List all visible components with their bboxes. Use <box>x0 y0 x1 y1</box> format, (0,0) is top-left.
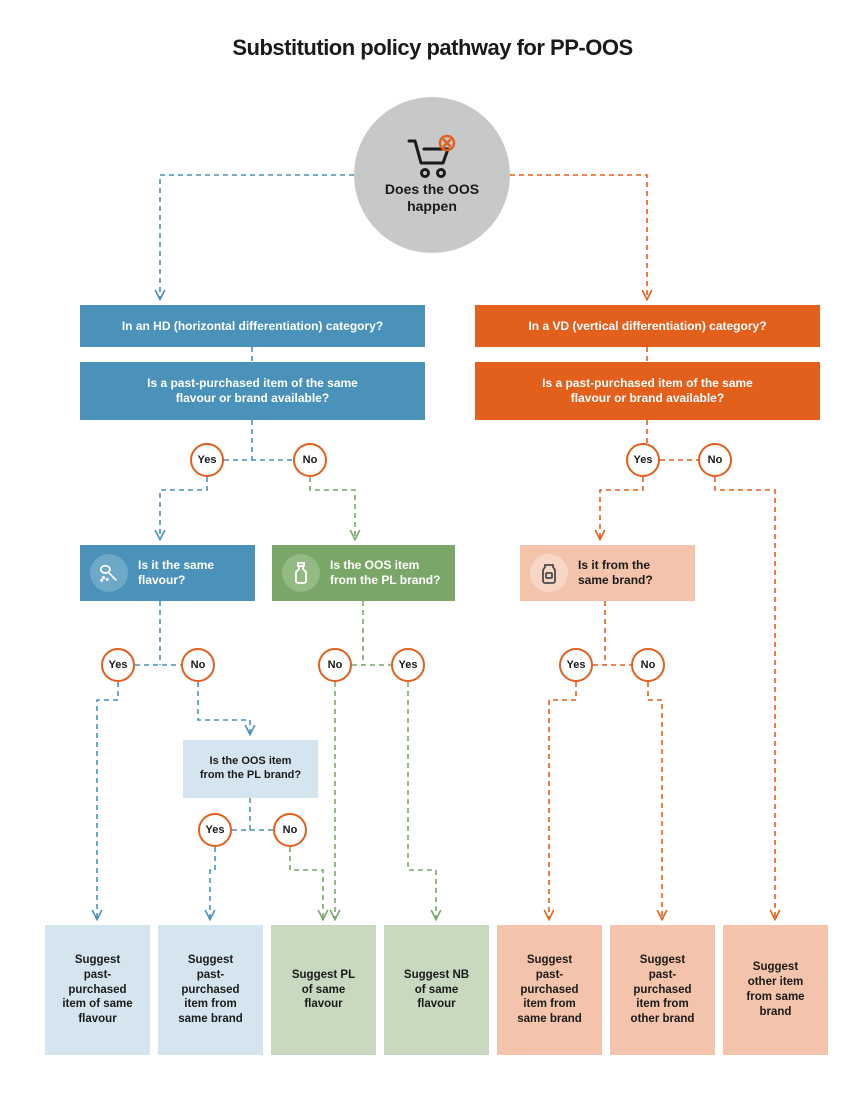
connector-19 <box>290 847 323 918</box>
badge-b_sb_no: No <box>631 648 665 682</box>
iconbox-samebrand: Is it from thesame brand? <box>520 545 695 601</box>
leaf-l6: Suggestpast-purchaseditem fromother bran… <box>610 925 715 1055</box>
leaf-l4: Suggest NBof sameflavour <box>384 925 489 1055</box>
box-hd_q: Is a past-purchased item of the sameflav… <box>80 362 425 420</box>
connector-6 <box>160 477 207 538</box>
jar-icon <box>530 554 568 592</box>
cart-x-icon <box>405 135 459 181</box>
badge-b_hd_yes: Yes <box>190 443 224 477</box>
connector-18 <box>210 847 215 918</box>
start-label: Does the OOShappen <box>385 181 479 215</box>
box-vd_q: Is a past-purchased item of the sameflav… <box>475 362 820 420</box>
leaf-l7: Suggestother itemfrom samebrand <box>723 925 828 1055</box>
badge-b_sm_no: No <box>273 813 307 847</box>
start-node: Does the OOShappen <box>354 97 510 253</box>
badge-b_sb_yes: Yes <box>559 648 593 682</box>
page-title: Substitution policy pathway for PP-OOS <box>0 35 865 61</box>
connector-11 <box>715 477 775 918</box>
badge-b_vd_yes: Yes <box>626 443 660 477</box>
badge-b_sm_yes: Yes <box>198 813 232 847</box>
leaf-l3: Suggest PLof sameflavour <box>271 925 376 1055</box>
iconbox-plbrand: Is the OOS itemfrom the PL brand? <box>272 545 455 601</box>
connector-0 <box>160 175 354 298</box>
leaf-l2: Suggestpast-purchaseditem fromsame brand <box>158 925 263 1055</box>
badge-b_vd_no: No <box>698 443 732 477</box>
badge-b_fl_yes: Yes <box>101 648 135 682</box>
connector-7 <box>310 477 355 538</box>
iconbox-flavour-label: Is it the sameflavour? <box>138 558 214 588</box>
connector-15 <box>198 682 250 733</box>
box-hd: In an HD (horizontal differentiation) ca… <box>80 305 425 347</box>
bottle-icon <box>282 554 320 592</box>
badge-b_pl_no: No <box>318 648 352 682</box>
spoon-icon <box>90 554 128 592</box>
leaf-l5: Suggestpast-purchaseditem fromsame brand <box>497 925 602 1055</box>
connector-26 <box>549 682 576 918</box>
badge-b_fl_no: No <box>181 648 215 682</box>
iconbox-samebrand-label: Is it from thesame brand? <box>578 558 653 588</box>
badge-b_pl_yes: Yes <box>391 648 425 682</box>
box-vd: In a VD (vertical differentiation) categ… <box>475 305 820 347</box>
connector-14 <box>97 682 118 918</box>
box-pl_small: Is the OOS itemfrom the PL brand? <box>183 740 318 798</box>
connector-27 <box>648 682 662 918</box>
connector-23 <box>408 682 436 918</box>
badge-b_hd_no: No <box>293 443 327 477</box>
leaf-l1: Suggestpast-purchaseditem of sameflavour <box>45 925 150 1055</box>
connector-1 <box>510 175 647 298</box>
connector-10 <box>600 477 643 538</box>
iconbox-plbrand-label: Is the OOS itemfrom the PL brand? <box>330 558 440 588</box>
iconbox-flavour: Is it the sameflavour? <box>80 545 255 601</box>
